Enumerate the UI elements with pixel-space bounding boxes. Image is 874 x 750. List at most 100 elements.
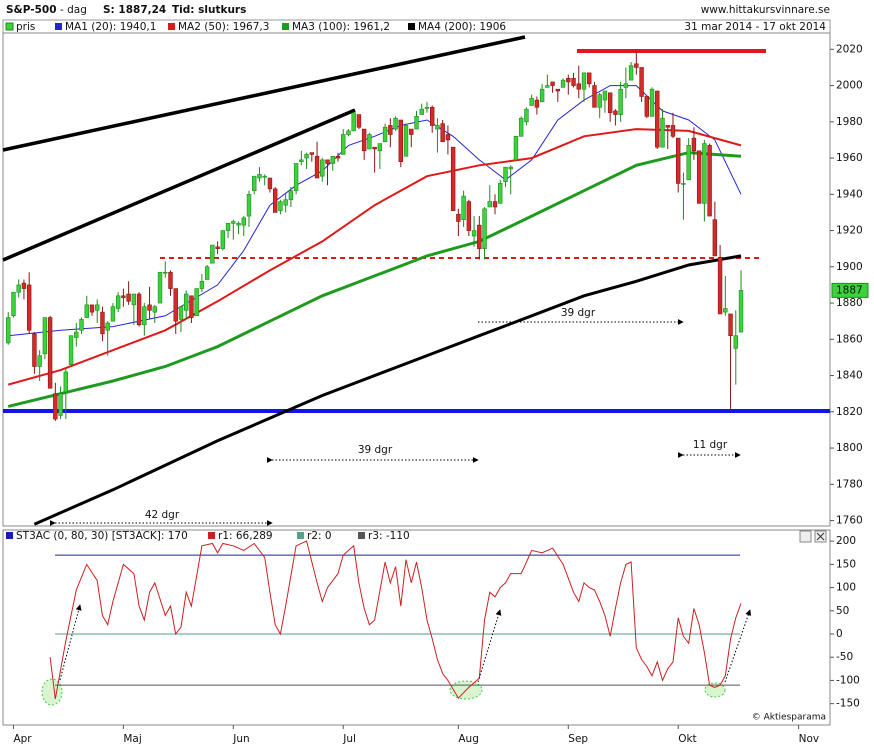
time-basis: Tid: slutkurs (172, 4, 246, 16)
period: - dag (60, 4, 87, 16)
candle-body (419, 108, 424, 115)
candle-body (267, 177, 273, 190)
candle-body (42, 317, 48, 355)
candle-body (581, 72, 587, 90)
candle-body (330, 155, 335, 164)
candle-body (142, 306, 147, 326)
y-tick-label: 1780 (836, 478, 863, 490)
candle-body (278, 201, 283, 211)
candle-body (16, 284, 21, 293)
candle-body (32, 333, 37, 367)
candle-body (665, 125, 670, 128)
drawings (2, 35, 830, 413)
candle-body (388, 125, 393, 135)
candle-body (571, 78, 576, 86)
candle-body (262, 175, 267, 178)
price-tag-box (831, 282, 869, 298)
legend-label: r3: -110 (368, 530, 410, 542)
candle-body (194, 288, 199, 317)
y-tick-label: 1860 (836, 333, 863, 345)
candle-body (252, 175, 257, 191)
legend-swatch (6, 532, 13, 539)
candle-body (215, 246, 220, 249)
candle-body (461, 195, 466, 220)
x-tick-label: Apr (13, 733, 32, 745)
candle-body (283, 199, 288, 206)
trend-channel (2, 35, 526, 152)
y-tick-label: 1940 (836, 188, 863, 200)
candle-body (231, 221, 236, 224)
candle-body (634, 63, 639, 68)
candle-body (163, 271, 168, 274)
legend-swatch (208, 532, 215, 539)
legend-label: ST3AC (0, 80, 30) [ST3ACK]: 170 (16, 530, 188, 542)
candle-body (393, 117, 398, 130)
highlight (41, 678, 63, 706)
settings-button[interactable] (799, 530, 812, 543)
candle-body (168, 271, 173, 289)
plot: 1760 1780 1800 1820 1840 1860 1880 1900 1920 1940… (5, 21, 869, 745)
panel-tools[interactable] (799, 530, 827, 543)
candle-body (644, 96, 650, 117)
date-range: 31 mar 2014 - 17 okt 2014 (684, 21, 826, 33)
candle-body (341, 134, 346, 155)
candle-body (199, 281, 205, 289)
candle-body (403, 125, 409, 157)
candle-body (435, 125, 440, 130)
candle-body (121, 295, 126, 298)
candle-body (246, 194, 252, 217)
candle-body (471, 230, 477, 237)
legend-swatch (55, 23, 62, 30)
candle-body (26, 284, 32, 331)
annotation: 42 dgr (145, 509, 180, 521)
candle-body (576, 83, 581, 90)
y-tick-label: 1880 (836, 297, 863, 309)
y-tick-label: -100 (836, 674, 860, 686)
candle-body (6, 317, 11, 344)
legend-label: MA2 (50): 1967,3 (178, 21, 269, 33)
candle-body (293, 163, 299, 191)
candle-body (550, 81, 555, 86)
candle-body (430, 107, 435, 126)
candle-body (361, 128, 367, 152)
candle-body (456, 213, 461, 222)
moving-average (8, 85, 742, 337)
candle-body (152, 306, 157, 313)
candle-body (487, 201, 492, 208)
moving-average (7, 128, 742, 386)
candle-body (241, 217, 246, 226)
candle-body (309, 152, 315, 155)
candle-body (79, 319, 84, 331)
candle-body (623, 83, 629, 88)
candle-body (131, 293, 137, 306)
candle-body (115, 295, 121, 309)
candle-body (126, 293, 131, 302)
legend-label: pris (16, 21, 35, 33)
last-price: S: 1887,24 (103, 4, 166, 16)
website: www.hittakursvinnare.se (701, 4, 830, 16)
oscillator-line (49, 540, 742, 700)
candle-body (524, 108, 529, 123)
y-tick-label: 150 (836, 558, 856, 570)
y-tick-label: 1760 (836, 515, 863, 527)
candle-body (210, 244, 215, 264)
symbol: S&P-500 (6, 4, 57, 16)
close-icon (816, 532, 825, 541)
legend-swatch (408, 23, 415, 30)
candle-body (482, 208, 487, 249)
candle-body (503, 166, 508, 182)
candle-body (440, 123, 445, 143)
y-tick-label: 1800 (836, 442, 863, 454)
x-tick-label: Nov (799, 733, 820, 745)
y-tick-label: 0 (836, 628, 843, 640)
candle-body (676, 137, 681, 184)
candle-body (299, 159, 304, 162)
candle-body (47, 317, 53, 389)
candle-body (566, 78, 571, 83)
candle-body (304, 154, 309, 159)
annotation: 11 dgr (693, 439, 728, 451)
x-tick-label: Jul (342, 733, 356, 745)
candle-body (11, 291, 16, 317)
candle-body (607, 92, 613, 114)
candle-body (220, 230, 226, 249)
